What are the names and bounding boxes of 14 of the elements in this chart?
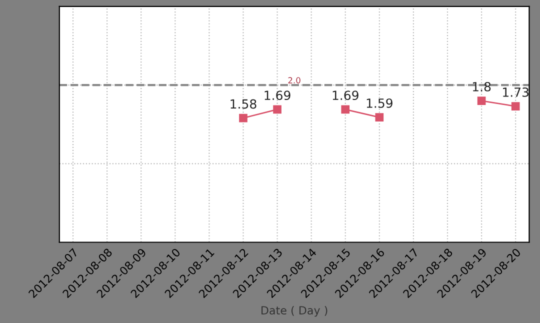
point: [341, 105, 350, 114]
data-label: 1.58: [230, 99, 256, 109]
point: [239, 114, 248, 122]
point: [477, 96, 486, 105]
x-axis-title: Date ( Day ): [262, 306, 328, 317]
data-label: 1.69: [264, 90, 290, 100]
data-label: 1.73: [503, 87, 528, 97]
point: [511, 102, 520, 110]
data-label: 1.8: [472, 82, 491, 92]
data-label: 1.59: [366, 98, 392, 108]
ref-line-label: 2.0: [288, 77, 300, 84]
point: [375, 113, 384, 122]
point: [273, 105, 282, 114]
data-label: 1.69: [332, 90, 358, 100]
